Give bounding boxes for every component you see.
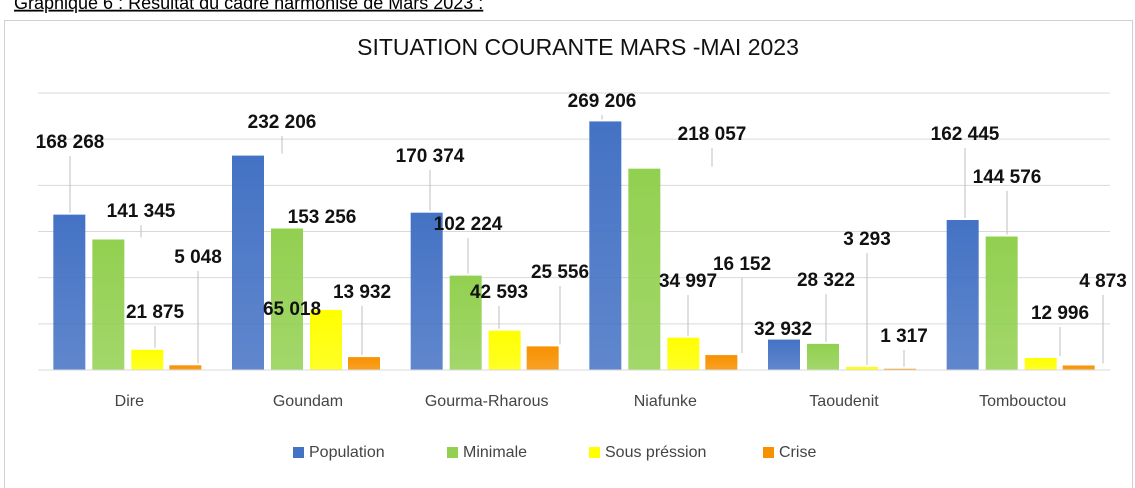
bar [526,346,559,370]
data-label: 1 317 [880,326,928,347]
data-label: 102 224 [434,214,503,235]
data-label: 269 206 [568,91,637,112]
caption: Graphique 6 : Résultat du cadre harmonis… [14,0,483,13]
legend-swatch [293,447,304,458]
bar [1024,358,1057,370]
x-tick-label: Taoudenit [809,393,879,410]
data-label: 4 873 [1079,271,1127,292]
data-label: 28 322 [797,270,855,291]
data-label: 144 576 [973,167,1042,188]
bar [946,220,979,370]
bar [92,239,125,370]
bar [232,155,264,370]
bar [768,339,800,370]
data-label: 16 152 [713,254,771,275]
data-label: 25 556 [531,262,589,283]
data-label: 12 996 [1031,303,1089,324]
data-label: 162 445 [931,124,1000,145]
x-tick-label: Tombouctou [979,393,1066,410]
chart-title: SITUATION COURANTE MARS -MAI 2023 [357,34,799,60]
data-label: 232 206 [248,112,317,133]
bar [410,212,443,370]
legend-label: Crise [779,444,816,461]
legend-label: Population [309,444,385,461]
data-label: 168 268 [36,132,105,153]
bar [348,357,380,370]
data-label: 34 997 [659,271,717,292]
bar [131,349,164,370]
bar [488,330,521,370]
x-tick-label: Dire [115,393,144,410]
bar [169,365,202,370]
bar [705,355,738,370]
bar [449,275,482,370]
legend-label: Minimale [463,444,527,461]
bar [985,236,1018,370]
bar [846,366,878,370]
legend-swatch [447,447,458,458]
bar [628,168,661,370]
bar [807,343,839,370]
data-label: 170 374 [396,146,465,167]
bar [589,121,622,370]
x-tick-label: Goundam [273,393,343,410]
data-label: 21 875 [126,302,185,323]
data-label: 218 057 [678,124,747,145]
data-label: 5 048 [174,247,222,268]
bar [667,337,700,370]
bar [310,309,342,370]
bar [1062,365,1095,370]
legend-swatch [763,447,774,458]
chart-frame [4,20,1133,488]
bar [271,228,303,370]
data-label: 32 932 [754,319,812,340]
bar [53,214,86,370]
x-tick-label: Niafunke [634,393,697,410]
data-label: 141 345 [107,201,176,222]
data-label: 153 256 [288,207,357,228]
data-label: 13 932 [333,282,391,303]
x-tick-label: Gourma-Rharous [425,393,549,410]
data-label: 65 018 [263,299,321,320]
data-label: 3 293 [843,229,891,250]
bar [884,368,916,370]
legend-label: Sous préssion [605,444,706,461]
data-label: 42 593 [470,282,528,303]
legend-swatch [589,447,600,458]
